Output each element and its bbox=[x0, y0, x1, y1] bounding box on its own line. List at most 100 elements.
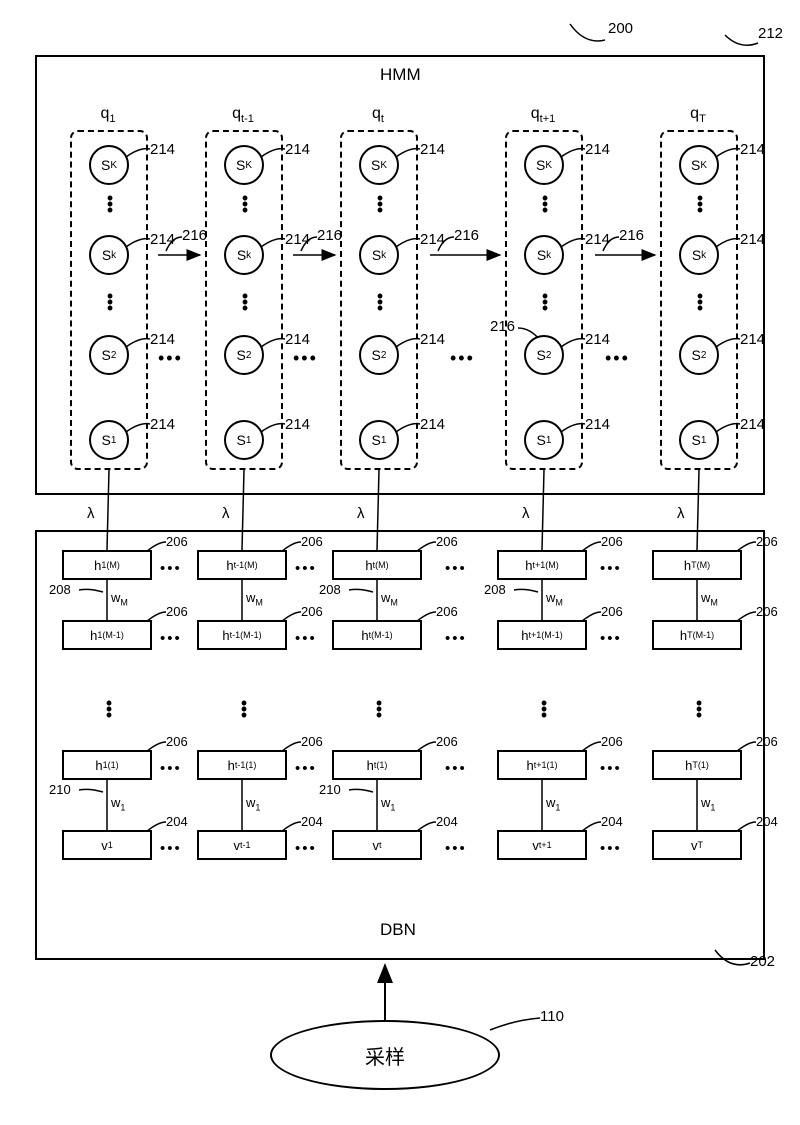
hdots: ••• bbox=[160, 760, 182, 777]
ref-204: 204 bbox=[166, 814, 188, 829]
vdots: ••• bbox=[535, 293, 555, 311]
q-label: qt+1 bbox=[523, 105, 563, 125]
vdots: ••• bbox=[100, 293, 120, 311]
hdots: ••• bbox=[295, 760, 317, 777]
lambda-label: λ bbox=[87, 505, 95, 522]
ref-206: 206 bbox=[436, 534, 458, 549]
sample-text: 采样 bbox=[365, 1041, 405, 1070]
w-label: w1 bbox=[111, 795, 125, 813]
hdots: ••• bbox=[605, 348, 630, 369]
ref-202: 202 bbox=[750, 953, 775, 970]
ref-214: 214 bbox=[585, 331, 610, 348]
hdots: ••• bbox=[160, 560, 182, 577]
hdots: ••• bbox=[293, 348, 318, 369]
w-label: wM bbox=[701, 590, 718, 608]
state-node: S2 bbox=[359, 335, 399, 375]
state-node: Sk bbox=[524, 235, 564, 275]
hdots: ••• bbox=[445, 630, 467, 647]
state-node: Sk bbox=[359, 235, 399, 275]
ref-214: 214 bbox=[285, 141, 310, 158]
q-label: qt-1 bbox=[223, 105, 263, 125]
q-label: q1 bbox=[88, 105, 128, 125]
ref-200: 200 bbox=[608, 20, 633, 37]
ref-214: 214 bbox=[585, 141, 610, 158]
vdots: ••• bbox=[690, 293, 710, 311]
hidden-node: hT(M-1) bbox=[652, 620, 742, 650]
ref-206: 206 bbox=[436, 734, 458, 749]
ref-204: 204 bbox=[756, 814, 778, 829]
hdots: ••• bbox=[445, 560, 467, 577]
hdots: ••• bbox=[295, 560, 317, 577]
ref-214: 214 bbox=[150, 231, 175, 248]
hdots: ••• bbox=[600, 760, 622, 777]
hidden-node: ht-1(M-1) bbox=[197, 620, 287, 650]
ref-206: 206 bbox=[756, 734, 778, 749]
state-node: Sk bbox=[679, 235, 719, 275]
state-node: SK bbox=[224, 145, 264, 185]
lambda-label: λ bbox=[222, 505, 230, 522]
hidden-node: ht(M-1) bbox=[332, 620, 422, 650]
vdots: ••• bbox=[235, 195, 255, 213]
ref-214: 214 bbox=[740, 141, 765, 158]
dbn-title: DBN bbox=[380, 920, 416, 940]
diagram-container: 200 212 HMM DBN 202 采样 110 q1SKSkS2S1•••… bbox=[10, 10, 790, 1110]
hdots: ••• bbox=[445, 840, 467, 857]
ref-206: 206 bbox=[166, 604, 188, 619]
w-label: w1 bbox=[246, 795, 260, 813]
state-node: S1 bbox=[679, 420, 719, 460]
hidden-node: hT(M) bbox=[652, 550, 742, 580]
ref-214: 214 bbox=[420, 231, 445, 248]
dbn-box bbox=[35, 530, 765, 960]
ref-206: 206 bbox=[756, 534, 778, 549]
hidden-node: h1(M) bbox=[62, 550, 152, 580]
state-node: SK bbox=[89, 145, 129, 185]
ref-214: 214 bbox=[150, 331, 175, 348]
hidden-node: ht-1(1) bbox=[197, 750, 287, 780]
ref-206: 206 bbox=[756, 604, 778, 619]
lambda-label: λ bbox=[522, 505, 530, 522]
w-label: w1 bbox=[381, 795, 395, 813]
ref-212: 212 bbox=[758, 25, 783, 42]
ref-214: 214 bbox=[740, 231, 765, 248]
state-node: S2 bbox=[679, 335, 719, 375]
state-node: S2 bbox=[524, 335, 564, 375]
hidden-node: h1(1) bbox=[62, 750, 152, 780]
hdots: ••• bbox=[600, 630, 622, 647]
w-label: w1 bbox=[701, 795, 715, 813]
state-node: S1 bbox=[89, 420, 129, 460]
ref-214: 214 bbox=[740, 416, 765, 433]
ref-206: 206 bbox=[601, 734, 623, 749]
state-node: SK bbox=[679, 145, 719, 185]
ref-206: 206 bbox=[601, 604, 623, 619]
hdots: ••• bbox=[600, 560, 622, 577]
visible-node: vt+1 bbox=[497, 830, 587, 860]
ref-204: 204 bbox=[301, 814, 323, 829]
visible-node: v1 bbox=[62, 830, 152, 860]
hdots: ••• bbox=[600, 840, 622, 857]
ref-206: 206 bbox=[166, 734, 188, 749]
hidden-node: ht+1(M) bbox=[497, 550, 587, 580]
ref-206: 206 bbox=[301, 734, 323, 749]
ref-216: 216 bbox=[182, 227, 207, 244]
ref-206: 206 bbox=[166, 534, 188, 549]
ref-214: 214 bbox=[150, 416, 175, 433]
w-label: wM bbox=[246, 590, 263, 608]
vdots: ••• bbox=[100, 195, 120, 213]
hdots: ••• bbox=[450, 348, 475, 369]
w-label: w1 bbox=[546, 795, 560, 813]
hidden-node: h1(M-1) bbox=[62, 620, 152, 650]
ref-206: 206 bbox=[301, 604, 323, 619]
vdots: ••• bbox=[99, 700, 119, 718]
vdots: ••• bbox=[690, 195, 710, 213]
lambda-label: λ bbox=[357, 505, 365, 522]
visible-node: vt-1 bbox=[197, 830, 287, 860]
ref-206: 206 bbox=[436, 604, 458, 619]
ref-210: 210 bbox=[319, 782, 341, 797]
ref-214: 214 bbox=[150, 141, 175, 158]
ref-214: 214 bbox=[585, 416, 610, 433]
ref-204: 204 bbox=[436, 814, 458, 829]
ref-210: 210 bbox=[49, 782, 71, 797]
state-node: Sk bbox=[224, 235, 264, 275]
ref-110: 110 bbox=[540, 1008, 564, 1025]
state-node: SK bbox=[359, 145, 399, 185]
